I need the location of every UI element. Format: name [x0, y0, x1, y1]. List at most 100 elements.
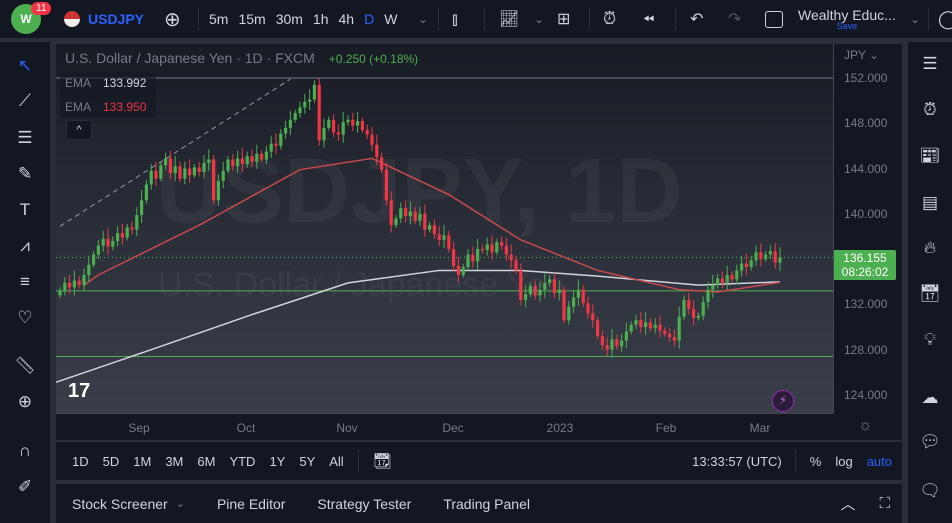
fullscreen-box-icon[interactable] — [765, 0, 783, 38]
range-1m[interactable]: 1M — [133, 453, 152, 469]
alert-icon[interactable]: ⏰︎ — [603, 9, 617, 28]
candle-body — [629, 324, 633, 332]
utc-clock[interactable]: 13:33:57 (UTC) — [692, 453, 782, 469]
collapse-legend-button[interactable]: ^ — [66, 120, 92, 140]
range-5y[interactable]: 5Y — [299, 453, 316, 469]
interval-30m[interactable]: 30m — [275, 11, 303, 27]
save-label[interactable]: Save — [836, 20, 858, 31]
brush-icon[interactable]: ✎ — [17, 164, 33, 183]
tab-pine-editor[interactable]: Pine Editor — [216, 495, 286, 512]
tab-stock-screener[interactable]: Stock Screener — [72, 495, 168, 512]
price-tick: 124.000 — [844, 387, 888, 402]
top-toolbar: W 11 USDJPY ⊕ 5m 15m 30m 1h 4h D W ⌄ ⫾ 📈︎ ⌄ ⊞ … — [0, 0, 952, 38]
candle-body — [552, 279, 556, 294]
settings-gear-icon[interactable]: ☼ — [858, 417, 873, 434]
layout-name: Wealthy Educ... — [798, 6, 896, 23]
range-5d[interactable]: 5D — [102, 453, 120, 469]
magnet-icon[interactable]: ∩ — [18, 441, 32, 460]
alarm-clock-icon[interactable]: ⏰︎ — [923, 100, 937, 119]
messages-icon[interactable]: 🗨︎ — [919, 481, 941, 500]
price-axis[interactable]: JPY ⌄ 152.000 148.000 144.000 140.000 132.00… — [833, 44, 902, 413]
maximize-icon[interactable]: ⛶ — [879, 495, 890, 512]
interval-5m[interactable]: 5m — [209, 11, 229, 27]
dashed-trend-line — [59, 78, 291, 227]
fib-icon[interactable]: ≡ — [20, 272, 30, 291]
candle-body — [255, 153, 259, 162]
indicators-icon[interactable]: 📈︎ — [499, 11, 520, 28]
heart-icon[interactable]: ♡ — [17, 308, 33, 327]
candle-body — [543, 282, 547, 290]
candle-body — [768, 251, 772, 255]
candle-body — [744, 263, 748, 268]
layout-grid-icon[interactable]: ⊞ — [557, 11, 571, 28]
candle-body — [250, 156, 254, 162]
candle-body — [778, 257, 782, 263]
goto-date-icon[interactable]: 📆︎ — [372, 453, 392, 470]
price-tick: 128.000 — [844, 342, 888, 357]
range-3m[interactable]: 3M — [165, 453, 184, 469]
interval-1h[interactable]: 1h — [312, 11, 329, 27]
calendar-icon[interactable]: 📅︎ — [919, 284, 941, 303]
candle-body — [687, 299, 691, 309]
text-icon[interactable]: T — [19, 200, 31, 219]
notification-badge: 11 — [31, 2, 52, 15]
chevron-down-icon[interactable]: ⌄ — [175, 498, 185, 510]
tab-strategy-tester[interactable]: Strategy Tester — [317, 495, 412, 512]
redo-icon[interactable]: ↷ — [728, 11, 742, 28]
logo-button[interactable]: W 11 — [11, 0, 52, 38]
indicators-dropdown[interactable]: ⌄ — [534, 12, 545, 26]
interval-15m[interactable]: 15m — [238, 11, 266, 27]
interval-dropdown[interactable]: ⌄ — [418, 12, 429, 26]
chats-icon[interactable]: 💬︎ — [919, 432, 941, 451]
chevron-up-icon[interactable]: ︿ — [840, 496, 856, 513]
data-window-icon[interactable]: ▤ — [921, 193, 939, 212]
auto-toggle[interactable]: auto — [866, 453, 892, 469]
tab-trading-panel[interactable]: Trading Panel — [443, 495, 530, 512]
candle-body — [672, 337, 676, 341]
hotlist-flame-icon[interactable]: 🔥︎ — [923, 238, 937, 257]
currency-selector[interactable]: JPY ⌄ — [844, 48, 880, 62]
search-icon[interactable]: ◯ — [938, 8, 952, 29]
chat-cloud-icon[interactable]: ☁ — [921, 388, 939, 407]
symbol-search[interactable]: USDJPY — [64, 0, 144, 38]
ideas-lightbulb-icon[interactable]: 💡︎ — [924, 330, 936, 349]
candle-body — [730, 274, 734, 280]
horizontal-lines-icon[interactable]: ☰ — [17, 128, 33, 147]
candle-body — [648, 322, 652, 329]
candle-body — [519, 270, 523, 300]
candle-body — [341, 122, 345, 135]
candle-body — [399, 208, 403, 219]
range-1d[interactable]: 1D — [72, 453, 89, 469]
layout-name-button[interactable]: Wealthy Educ... Save — [798, 0, 896, 38]
range-ytd[interactable]: YTD — [229, 453, 256, 469]
compare-button[interactable]: ⊕ — [164, 0, 181, 38]
percent-toggle[interactable]: % — [809, 453, 822, 469]
candle-body — [380, 157, 384, 170]
watchlist-icon[interactable]: ☰ — [922, 54, 938, 73]
candles-icon[interactable]: ⫾ — [452, 8, 458, 29]
interval-4h[interactable]: 4h — [338, 11, 355, 27]
range-1y[interactable]: 1Y — [269, 453, 286, 469]
log-toggle[interactable]: log — [835, 453, 853, 469]
lock-drawings-icon[interactable]: ✐ — [17, 477, 33, 496]
interval-D[interactable]: D — [364, 11, 375, 27]
candle-body — [197, 167, 201, 172]
range-6m[interactable]: 6M — [197, 453, 216, 469]
pattern-icon[interactable]: ⩘ — [20, 236, 30, 255]
ruler-icon[interactable]: 📏︎ — [14, 356, 36, 375]
news-icon[interactable]: 📰︎ — [919, 146, 941, 165]
candle-body — [298, 107, 302, 114]
chart-plot-area[interactable]: USDJPY, 1D U.S. Dollar / Japanese Yen U.… — [56, 44, 833, 413]
range-all[interactable]: All — [329, 453, 344, 469]
time-axis[interactable]: Sep Oct Nov Dec 2023 Feb Mar — [56, 413, 833, 440]
trend-line-icon[interactable]: ⟋ — [19, 91, 31, 110]
replay-icon[interactable]: ⏪︎ — [643, 10, 655, 27]
cursor-icon[interactable]: ↖ — [17, 56, 33, 75]
zoom-in-icon[interactable]: ⊕ — [17, 392, 33, 411]
interval-W[interactable]: W — [384, 11, 398, 27]
chart-header: U.S. Dollar / Japanese Yen · 1D · FXCM +… — [65, 50, 418, 66]
undo-icon[interactable]: ↶ — [690, 11, 704, 28]
candle-body — [509, 254, 513, 261]
lightning-icon[interactable]: ⚡︎ — [772, 390, 794, 412]
layout-dropdown[interactable]: ⌄ — [910, 12, 921, 26]
